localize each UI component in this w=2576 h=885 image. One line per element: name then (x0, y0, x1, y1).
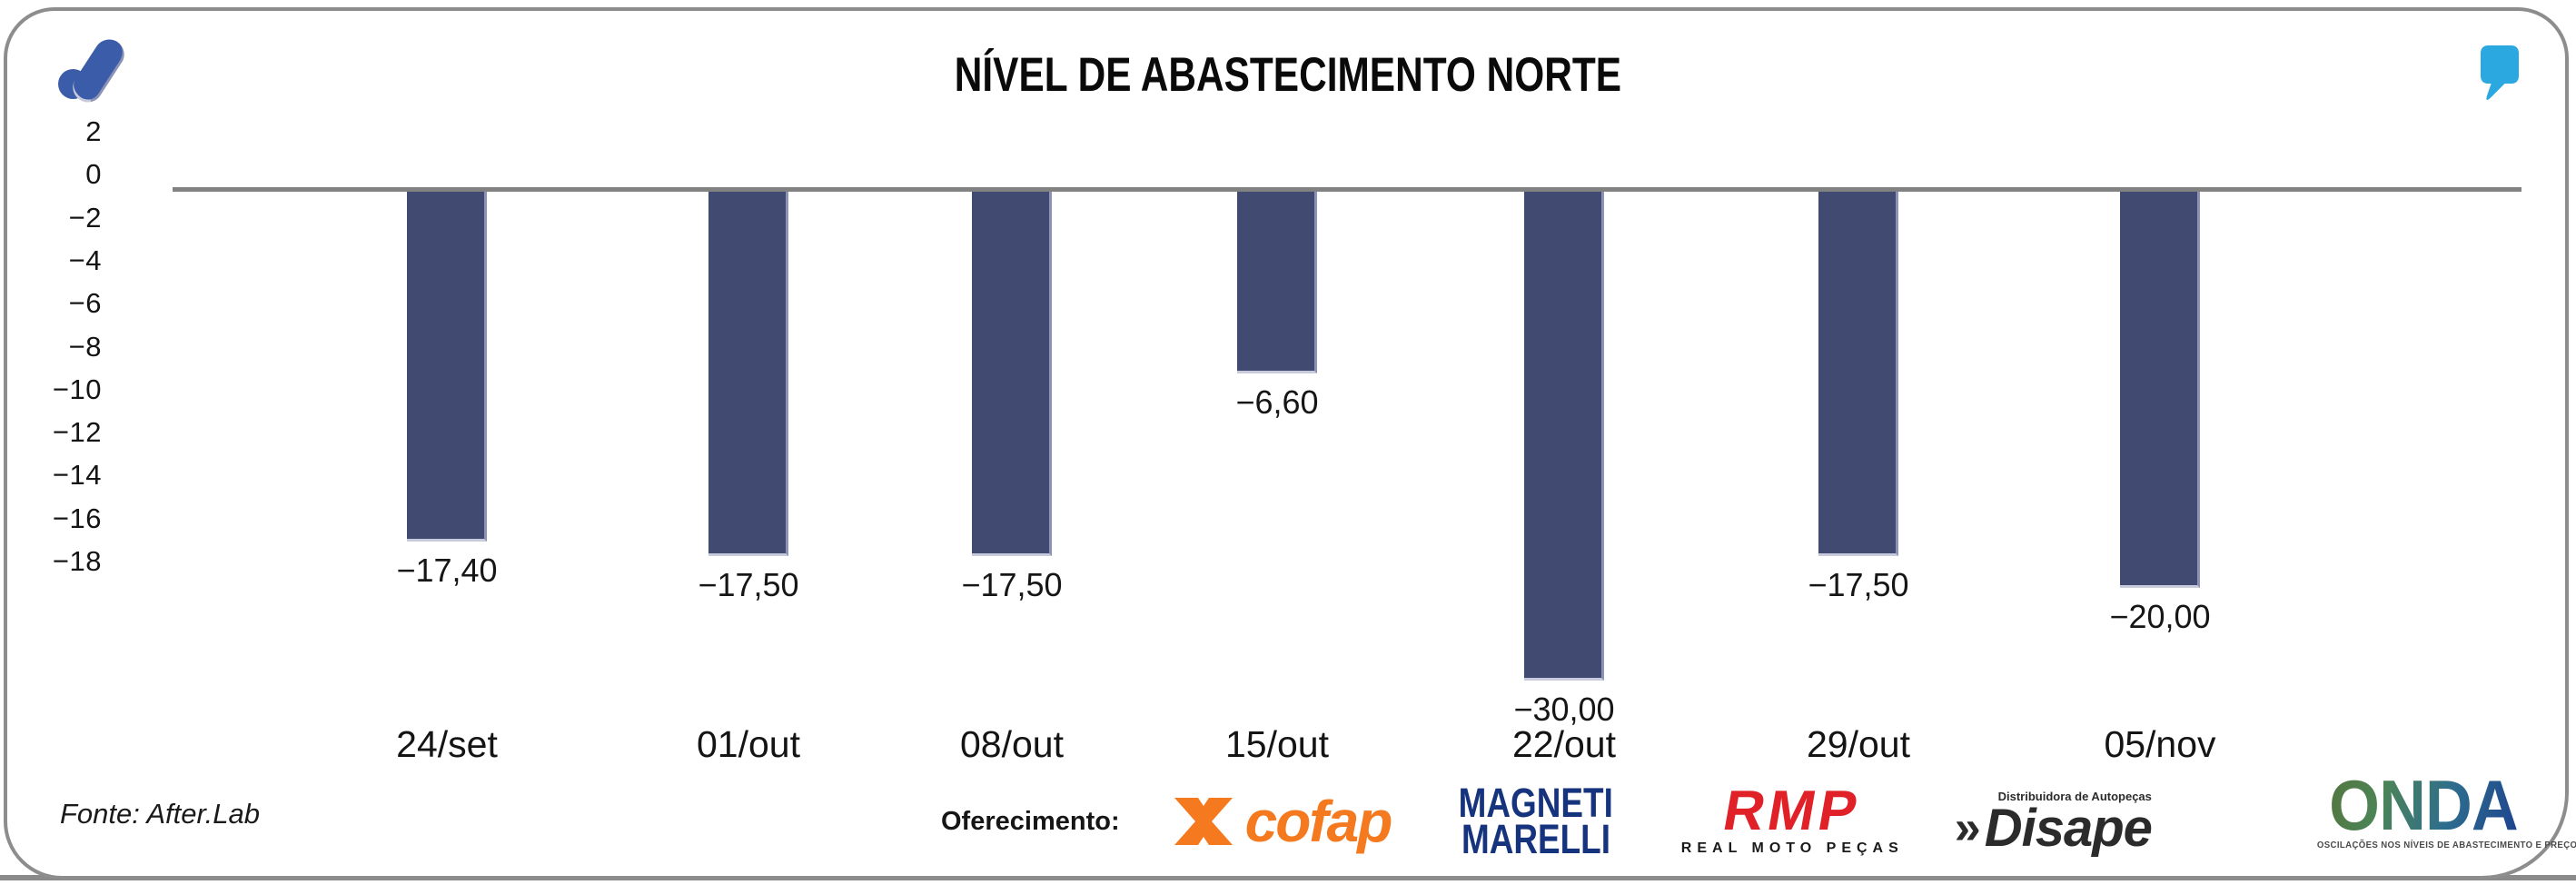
y-axis-tick-label: −2 (68, 201, 102, 234)
disape-subtext: Distribuidora de Autopeças (1997, 789, 2152, 803)
x-axis-label: 01/out (697, 723, 800, 765)
bar-value-label: −17,50 (698, 566, 799, 603)
y-axis-tick-label: −4 (68, 244, 102, 276)
disape-wordmark: Disape (1984, 798, 2153, 858)
bar-value-label: −30,00 (1513, 691, 1615, 728)
bar-value-label: −20,00 (2109, 598, 2211, 635)
rmp-logo: RMP REAL MOTO PEÇAS (1680, 780, 1904, 857)
y-axis-tick-label: −12 (52, 416, 102, 449)
onda-subtitle: OSCILAÇÕES NOS NÍVEIS DE ABASTECIMENTO E… (2316, 840, 2576, 850)
rmp-wordmark: RMP (1719, 780, 1867, 842)
x-axis-label: 29/out (1807, 723, 1910, 765)
sponsor-row: Oferecimento: cofap MAGNETI MARELLI RMP … (941, 771, 2153, 872)
x-axis-label: 22/out (1512, 723, 1616, 765)
bar (1237, 192, 1317, 373)
y-axis-tick-label: −18 (52, 545, 102, 577)
title-row: NÍVEL DE ABASTECIMENTO NORTE (0, 47, 2576, 103)
sponsor-label: Oferecimento: (941, 806, 1120, 836)
x-axis-label: 15/out (1225, 723, 1329, 765)
bar-value-label: −6,60 (1235, 383, 1319, 421)
disape-chevrons-icon: » (1954, 800, 1981, 854)
y-axis-tick-label: −10 (52, 373, 102, 405)
magneti-marelli-logo: MAGNETI MARELLI (1442, 780, 1630, 862)
cofap-x-icon (1174, 798, 1233, 845)
y-axis-tick-label: −14 (52, 459, 102, 492)
bar (708, 192, 788, 556)
x-axis-label: 05/nov (2104, 723, 2216, 765)
bar (407, 192, 487, 542)
y-axis-tick-label: −6 (68, 287, 102, 320)
onda-wordmark: ONDA (2322, 770, 2525, 840)
bar (1524, 192, 1604, 681)
y-axis-tick-label: 2 (85, 115, 102, 147)
bar (972, 192, 1052, 556)
zero-baseline (173, 187, 2522, 192)
bar (2120, 192, 2200, 588)
cofap-logo: cofap (1171, 788, 1392, 855)
disape-logo: » Distribuidora de Autopeças Disape (1954, 789, 2153, 858)
onda-logo: ONDA OSCILAÇÕES NOS NÍVEIS DE ABASTECIME… (2313, 770, 2576, 850)
cofap-wordmark: cofap (1244, 789, 1393, 854)
bar-value-label: −17,50 (1808, 566, 1909, 603)
chart-title: NÍVEL DE ABASTECIMENTO NORTE (954, 48, 1622, 102)
source-note: Fonte: After.Lab (60, 798, 260, 830)
magneti-marelli-line2: MARELLI (1461, 816, 1611, 862)
bar-value-label: −17,50 (961, 566, 1063, 603)
x-axis-label: 24/set (396, 723, 498, 765)
magneti-marelli-line1: MAGNETI (1458, 780, 1614, 826)
bar (1818, 192, 1898, 556)
afterlab-logo (56, 34, 131, 108)
y-axis-tick-label: −16 (52, 502, 102, 534)
y-axis-tick-label: 0 (85, 158, 102, 191)
x-axis-label: 08/out (960, 723, 1064, 765)
quote-mark-icon (2481, 45, 2519, 101)
disape-column: Distribuidora de Autopeças Disape (1984, 789, 2153, 858)
y-axis-tick-label: −8 (68, 330, 102, 363)
rmp-subtext: REAL MOTO PEÇAS (1680, 840, 1904, 856)
bar-value-label: −17,40 (396, 552, 498, 589)
